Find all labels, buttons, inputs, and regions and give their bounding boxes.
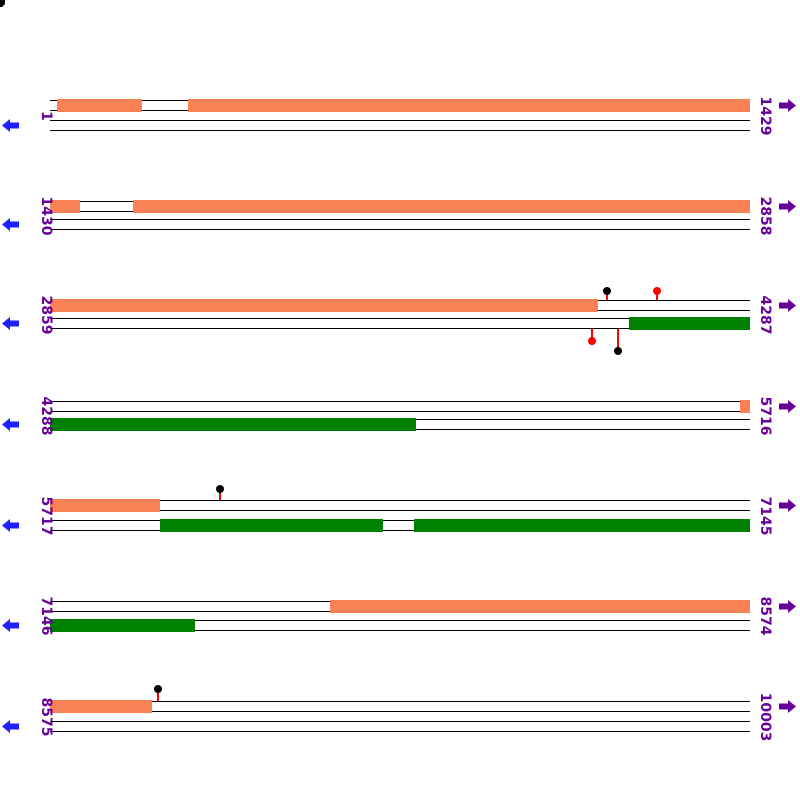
scroll-right-button[interactable] xyxy=(779,299,796,312)
scroll-left-button[interactable] xyxy=(2,619,19,632)
right-arrow-icon xyxy=(779,299,796,312)
reverse-feature[interactable] xyxy=(629,317,750,330)
site-marker-head[interactable] xyxy=(216,485,224,493)
scroll-right-button[interactable] xyxy=(779,400,796,413)
site-marker-head[interactable] xyxy=(614,347,622,355)
scroll-right-button[interactable] xyxy=(779,700,796,713)
left-arrow-icon xyxy=(2,218,19,231)
left-arrow-icon xyxy=(2,418,19,431)
forward-feature[interactable] xyxy=(50,700,152,713)
left-arrow-icon xyxy=(2,619,19,632)
reverse-strand xyxy=(50,520,750,531)
site-marker-stem xyxy=(157,689,159,701)
site-marker-stem xyxy=(617,329,619,351)
reverse-feature[interactable] xyxy=(50,619,195,632)
site-marker-head[interactable] xyxy=(154,685,162,693)
site-marker-stem xyxy=(591,329,593,341)
scroll-left-button[interactable] xyxy=(2,720,19,733)
forward-feature[interactable] xyxy=(50,499,160,512)
right-arrow-icon xyxy=(779,499,796,512)
segment-start-label: 1430 xyxy=(38,196,54,235)
segment-end-label: 10003 xyxy=(757,692,773,741)
reverse-feature[interactable] xyxy=(414,519,750,532)
site-marker-head[interactable] xyxy=(653,287,661,295)
site-marker-stem xyxy=(606,291,608,300)
right-arrow-icon xyxy=(779,99,796,112)
segment-end-label: 8574 xyxy=(757,596,773,636)
reverse-strand xyxy=(50,120,750,131)
right-arrow-icon xyxy=(779,400,796,413)
right-arrow-icon xyxy=(779,600,796,613)
forward-strand xyxy=(50,701,750,712)
segment-end-label: 7145 xyxy=(757,496,773,535)
segment-start-label: 4288 xyxy=(38,396,54,435)
reverse-feature[interactable] xyxy=(160,519,383,532)
right-arrow-icon xyxy=(779,700,796,713)
segment-start-label: 2859 xyxy=(38,295,54,334)
forward-feature[interactable] xyxy=(740,400,750,413)
right-arrow-icon xyxy=(779,200,796,213)
reverse-strand xyxy=(50,721,750,732)
scroll-right-button[interactable] xyxy=(779,99,796,112)
segment-start-label: 5717 xyxy=(38,496,54,535)
scroll-right-button[interactable] xyxy=(779,499,796,512)
site-marker-head[interactable] xyxy=(588,337,596,345)
forward-feature[interactable] xyxy=(50,299,598,312)
left-arrow-icon xyxy=(2,119,19,132)
reverse-strand xyxy=(50,620,750,631)
scroll-left-button[interactable] xyxy=(2,218,19,231)
forward-feature[interactable] xyxy=(188,99,750,112)
forward-strand xyxy=(50,500,750,511)
segment-end-label: 4287 xyxy=(757,295,773,334)
left-arrow-icon xyxy=(2,720,19,733)
left-arrow-icon xyxy=(2,317,19,330)
segment-end-label: 5716 xyxy=(757,396,773,435)
forward-feature[interactable] xyxy=(50,200,80,213)
scroll-left-button[interactable] xyxy=(2,317,19,330)
reverse-strand xyxy=(50,219,750,230)
scroll-right-button[interactable] xyxy=(779,600,796,613)
site-marker-stem xyxy=(656,291,658,300)
reverse-strand xyxy=(50,318,750,329)
site-marker-head[interactable] xyxy=(603,287,611,295)
left-arrow-icon xyxy=(2,519,19,532)
forward-feature[interactable] xyxy=(330,600,750,613)
scroll-left-button[interactable] xyxy=(2,119,19,132)
corner-glyph xyxy=(0,0,5,7)
site-marker-stem xyxy=(219,489,221,500)
segment-end-label: 1429 xyxy=(757,96,773,135)
forward-feature[interactable] xyxy=(57,99,142,112)
scroll-left-button[interactable] xyxy=(2,519,19,532)
scroll-left-button[interactable] xyxy=(2,418,19,431)
reverse-feature[interactable] xyxy=(50,418,416,431)
segment-start-label: 8575 xyxy=(38,697,54,736)
segment-start-label: 1 xyxy=(38,110,54,121)
segment-start-label: 7146 xyxy=(38,596,54,636)
forward-strand xyxy=(50,401,750,412)
segment-end-label: 2858 xyxy=(757,196,773,235)
forward-feature[interactable] xyxy=(133,200,750,213)
scroll-right-button[interactable] xyxy=(779,200,796,213)
